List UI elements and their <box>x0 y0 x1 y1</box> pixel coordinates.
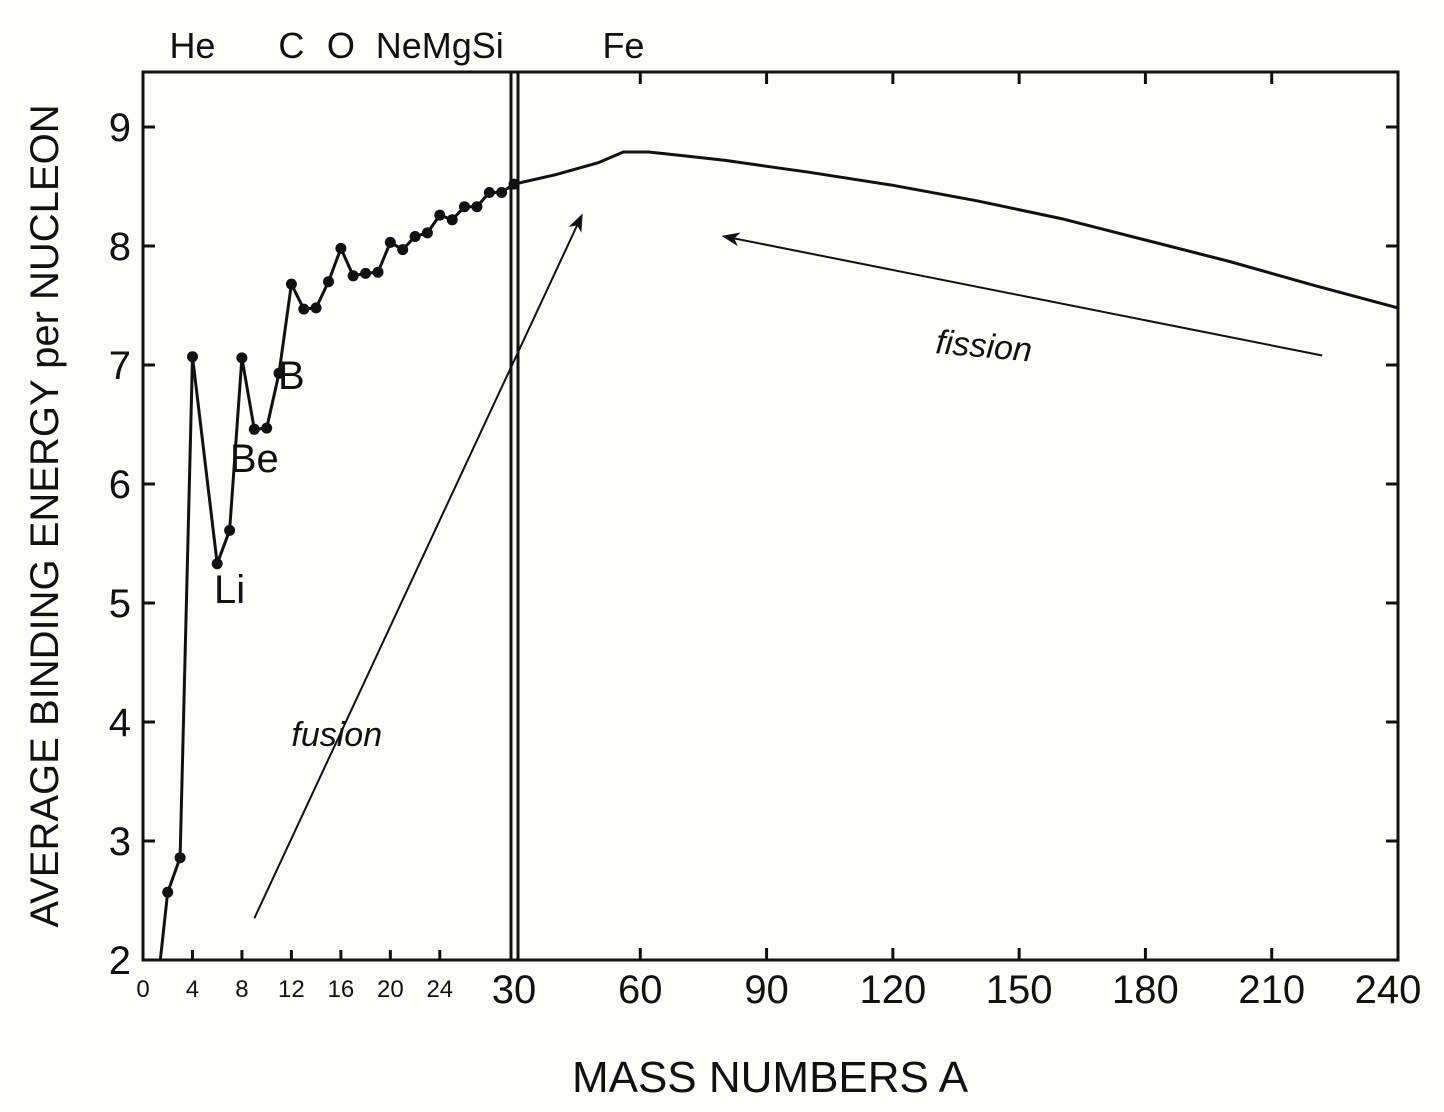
data-point <box>298 303 310 315</box>
y-tick-label: 2 <box>109 939 131 983</box>
x-tick-label: 60 <box>618 968 663 1012</box>
data-point <box>483 187 495 198</box>
x-tick-label: 4 <box>186 976 199 1003</box>
data-point <box>162 886 174 898</box>
data-point <box>248 423 260 435</box>
data-point <box>421 227 433 239</box>
data-point <box>409 231 421 242</box>
data-point <box>261 422 273 434</box>
element-labels-curve: Li Be B <box>214 354 305 612</box>
element-labels-top: He C O NeMgSi Fe <box>169 25 644 66</box>
data-points <box>162 178 520 898</box>
fission-annotation: fission <box>934 323 1033 369</box>
fusion-arrow <box>253 213 583 919</box>
x-tick-label: 30 <box>492 968 537 1012</box>
data-point <box>335 242 347 254</box>
fission-arrow <box>721 232 1323 357</box>
y-tick-label: 7 <box>109 344 131 388</box>
series-line-heavy-nuclei <box>513 150 1399 310</box>
y-tick-label: 8 <box>109 225 131 269</box>
plot-frame <box>141 70 1400 962</box>
y-tick-label: 5 <box>109 582 131 626</box>
x-tick-label: 20 <box>377 976 404 1003</box>
data-point <box>211 558 223 570</box>
data-point <box>496 187 508 198</box>
data-point <box>187 351 198 363</box>
element-label-curve: Be <box>230 437 279 481</box>
element-label-curve: Li <box>214 568 245 612</box>
x-tick-label: 16 <box>328 976 355 1003</box>
x-tick-label: 240 <box>1355 968 1422 1012</box>
data-point <box>360 267 372 279</box>
x-tick-label: 150 <box>986 968 1053 1012</box>
data-point <box>372 266 384 278</box>
y-tick-label: 6 <box>109 463 131 507</box>
x-tick-label: 180 <box>1112 968 1179 1012</box>
y-tick-label: 9 <box>109 106 131 150</box>
data-point <box>236 352 248 364</box>
element-label-top: O <box>327 25 355 66</box>
x-tick-label: 210 <box>1238 968 1305 1012</box>
y-tick-label: 4 <box>109 701 131 745</box>
data-point <box>323 276 334 288</box>
data-point <box>384 236 396 248</box>
x-axis-label: MASS NUMBERS A <box>572 1053 969 1102</box>
data-point <box>397 244 409 256</box>
element-label-curve: B <box>278 354 305 398</box>
x-tick-label: 90 <box>744 968 789 1012</box>
data-point <box>446 214 458 226</box>
element-label-top: He <box>169 25 215 66</box>
data-point <box>285 278 297 290</box>
data-point <box>508 178 520 190</box>
data-point <box>471 201 483 213</box>
x-tick-label: 120 <box>859 968 926 1012</box>
x-tick-label: 24 <box>426 976 453 1003</box>
axis-break <box>509 72 520 960</box>
data-point <box>347 270 359 282</box>
x-tick-label: 8 <box>235 976 248 1003</box>
fusion-annotation: fusion <box>291 716 382 754</box>
data-point <box>273 367 285 379</box>
element-label-top: C <box>278 25 304 66</box>
data-point <box>310 302 322 314</box>
data-point <box>459 201 470 213</box>
data-point <box>174 852 186 864</box>
x-tick-label: 0 <box>136 976 149 1003</box>
element-label-top: NeMgSi <box>376 25 504 66</box>
data-point <box>434 209 446 221</box>
x-axis-ticks: 0 4 8 12 16 20 24 30 60 90 120 150 180 210 240 <box>136 72 1421 1012</box>
data-point <box>224 524 236 536</box>
x-tick-label: 12 <box>278 976 305 1003</box>
element-label-top: Fe <box>602 25 644 66</box>
y-tick-label: 3 <box>109 820 131 864</box>
y-axis-label: AVERAGE BINDING ENERGY per NUCLEON <box>23 104 67 927</box>
y-axis-ticks: 2 3 4 5 6 7 8 9 <box>109 106 1398 983</box>
